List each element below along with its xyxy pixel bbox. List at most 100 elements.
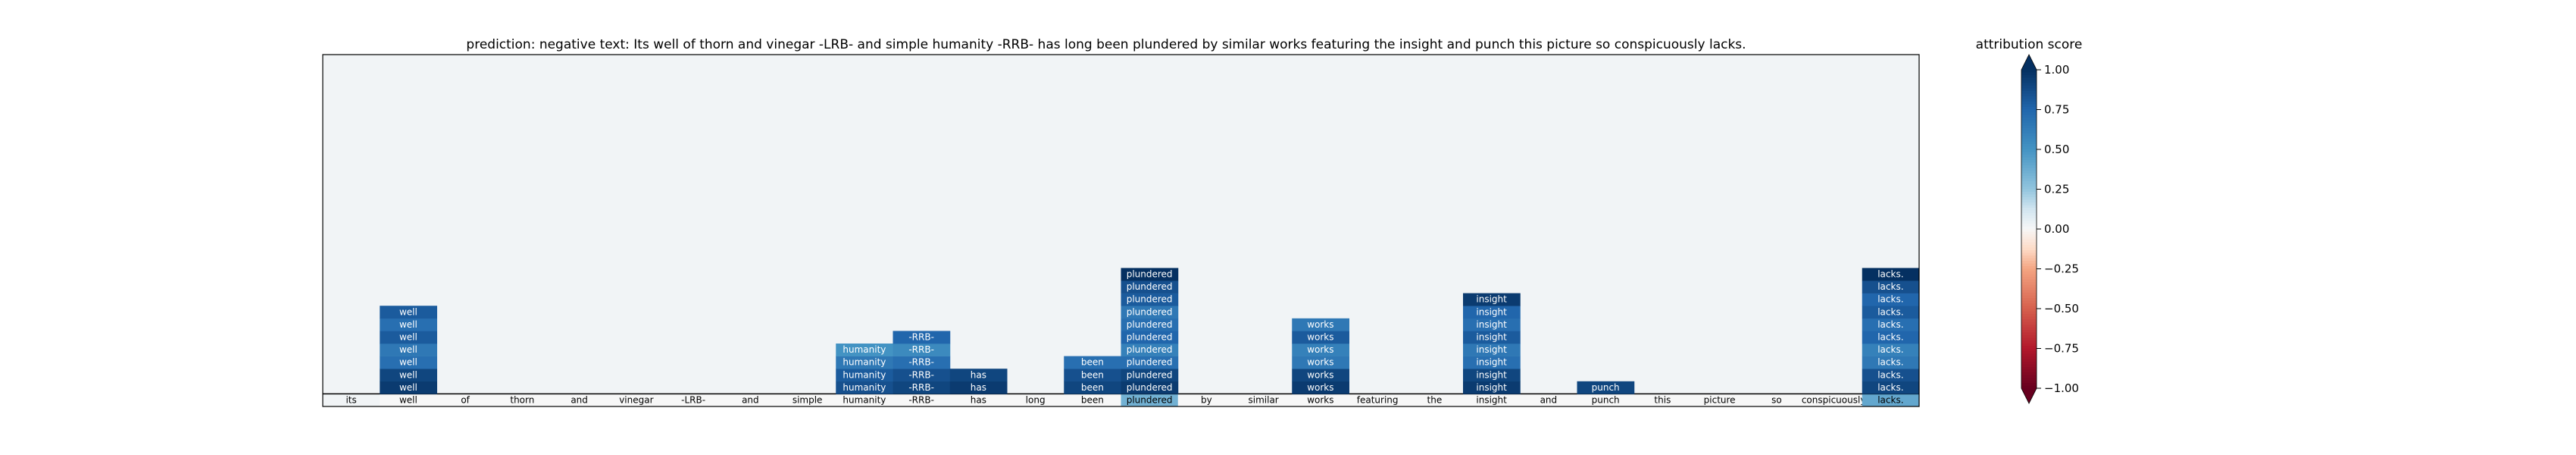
token-label: the [1427, 395, 1443, 406]
colorbar-segment [2021, 173, 2037, 177]
cell-label: lacks. [1877, 382, 1903, 393]
colorbar-segment [2021, 290, 2037, 293]
colorbar-segment [2021, 268, 2037, 272]
colorbar-segment [2021, 309, 2037, 312]
colorbar-segment [2021, 210, 2037, 214]
attribution-cell [1463, 331, 1521, 344]
colorbar-segment [2021, 364, 2037, 368]
colorbar-segment [2021, 83, 2037, 86]
cell-label: humanity [843, 357, 886, 368]
attribution-cell [1862, 381, 1920, 394]
cell-label: insight [1476, 332, 1507, 343]
colorbar-segment [2021, 168, 2037, 171]
attribution-cell [893, 369, 951, 382]
attribution-cell [836, 356, 893, 369]
cell-label: works [1307, 357, 1333, 368]
base-cell [1577, 394, 1635, 406]
attribution-cell [836, 344, 893, 356]
colorbar-segment [2021, 130, 2037, 134]
colorbar-segment [2021, 93, 2037, 97]
cell-label: lacks. [1877, 357, 1903, 368]
attribution-cell [1463, 344, 1521, 356]
base-cell [1349, 394, 1407, 406]
cell-label: lacks. [1877, 344, 1903, 355]
colorbar-segment [2021, 226, 2037, 230]
attribution-cell [1463, 318, 1521, 331]
attribution-cell [949, 369, 1008, 382]
colorbar-tick-label: −0.25 [2044, 262, 2079, 276]
attribution-cell [380, 369, 437, 382]
colorbar-segment [2021, 247, 2037, 251]
attribution-cell [1064, 356, 1121, 369]
colorbar-segment [2021, 86, 2037, 89]
colorbar-segment [2021, 194, 2037, 198]
attribution-cell [1121, 281, 1179, 293]
colorbar-segment [2021, 199, 2037, 203]
colorbar-segment [2021, 162, 2037, 166]
colorbar-segment [2021, 316, 2037, 320]
cell-label: -RRB- [908, 382, 934, 393]
colorbar-segment [2021, 261, 2037, 265]
attribution-cell [1463, 369, 1521, 382]
token-label: picture [1704, 395, 1736, 406]
token-label: similar [1249, 395, 1279, 406]
colorbar-segment [2021, 295, 2037, 299]
base-cell [949, 394, 1008, 406]
cell-label: well [399, 344, 417, 355]
attribution-cell [380, 318, 437, 331]
attribution-cell [1463, 356, 1521, 369]
colorbar-tick-label: −1.00 [2044, 381, 2079, 395]
colorbar-segment [2021, 348, 2037, 352]
attribution-cell [1121, 369, 1179, 382]
cell-label: insight [1476, 357, 1507, 368]
token-label: plundered [1127, 395, 1173, 406]
colorbar-segment [2021, 120, 2037, 124]
colorbar-segment [2021, 75, 2037, 79]
token-label: works [1307, 395, 1333, 406]
colorbar-tick-label: 0.00 [2044, 222, 2069, 236]
colorbar-segment [2021, 258, 2037, 262]
colorbar-segment [2021, 263, 2037, 267]
attribution-cell [893, 381, 951, 394]
attribution-cell [1862, 369, 1920, 382]
attribution-cell [1064, 381, 1121, 394]
colorbar-segment [2021, 72, 2037, 76]
token-label: lacks. [1877, 395, 1903, 406]
base-cell [551, 394, 608, 406]
colorbar-segment [2021, 77, 2037, 81]
cell-label: insight [1476, 369, 1507, 380]
colorbar-segment [2021, 70, 2037, 74]
attribution-cell [1463, 293, 1521, 306]
attribution-cell [380, 356, 437, 369]
cell-label: plundered [1127, 294, 1173, 305]
colorbar-segment [2021, 300, 2037, 304]
attribution-cell [1292, 381, 1349, 394]
cell-label: plundered [1127, 332, 1173, 343]
cell-label: been [1081, 357, 1104, 368]
attribution-cell [1121, 306, 1179, 319]
colorbar-segment [2021, 128, 2037, 132]
colorbar-segment [2021, 325, 2037, 328]
cell-label: insight [1476, 319, 1507, 330]
colorbar-segment [2021, 125, 2037, 129]
colorbar-segment [2021, 245, 2037, 249]
attribution-cell [1121, 268, 1179, 281]
colorbar-segment [2021, 340, 2037, 344]
cell-label: -RRB- [908, 344, 934, 355]
colorbar-segment [2021, 208, 2037, 212]
cell-label: works [1307, 319, 1333, 330]
colorbar-segment [2021, 187, 2037, 190]
colorbar-segment [2021, 144, 2037, 148]
colorbar-segment [2021, 205, 2037, 209]
attribution-cell [1463, 306, 1521, 319]
colorbar-segment [2021, 80, 2037, 84]
colorbar-segment [2021, 351, 2037, 355]
token-label: and [742, 395, 759, 406]
colorbar-segment [2021, 298, 2037, 302]
colorbar-segment [2021, 165, 2037, 169]
token-label: vinegar [619, 395, 653, 406]
colorbar-segment [2021, 136, 2037, 140]
colorbar-segment [2021, 215, 2037, 219]
cell-label: well [399, 332, 417, 343]
colorbar-segment [2021, 152, 2037, 155]
